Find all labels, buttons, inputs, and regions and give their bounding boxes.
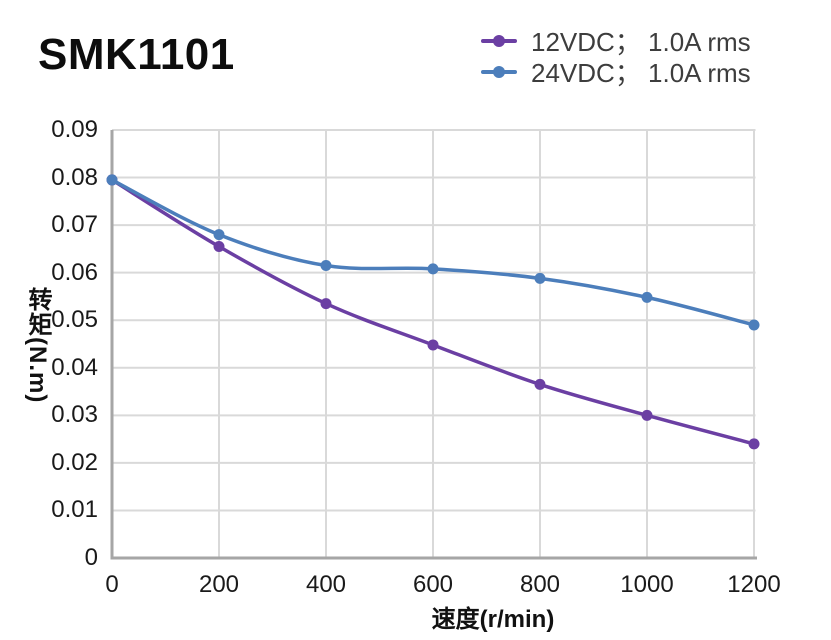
y-axis-title: 转矩(N.m): [24, 286, 51, 404]
series-marker-0: [641, 409, 653, 421]
y-tick-label: 0: [84, 544, 98, 571]
y-tick-label: 0.08: [51, 163, 98, 191]
y-tick-label: 0.06: [51, 258, 98, 286]
series-marker-1: [641, 291, 653, 303]
series-marker-0: [534, 378, 546, 390]
series-marker-1: [213, 229, 225, 241]
chart-title: SMK1101: [38, 30, 235, 79]
x-tick-label: 600: [412, 571, 454, 598]
x-tick-label: 400: [305, 571, 347, 598]
series-marker-1: [106, 174, 118, 186]
legend-label: 12VDC； 1.0A rms: [531, 27, 751, 57]
legend-item: 12VDC； 1.0A rms: [481, 25, 751, 57]
series-marker-1: [427, 263, 439, 275]
series-marker-1: [320, 260, 332, 272]
y-tick-label: 0.02: [51, 448, 98, 476]
y-tick-label: 0.07: [51, 211, 98, 239]
y-tick-label: 0.01: [51, 496, 98, 524]
series-marker-0: [748, 438, 760, 450]
x-axis-title: 速度(r/min): [431, 606, 555, 633]
y-tick-label: 0.03: [51, 401, 98, 429]
x-tick-label: 1200: [727, 571, 781, 598]
legend-label: 24VDC； 1.0A rms: [531, 58, 751, 88]
series-marker-0: [427, 339, 439, 351]
x-tick-label: 0: [105, 571, 119, 598]
series-marker-0: [320, 298, 332, 310]
y-tick-label: 0.04: [51, 353, 98, 381]
y-tick-label: 0.09: [51, 116, 98, 143]
legend: 12VDC； 1.0A rms 24VDC； 1.0A rms: [481, 25, 751, 88]
x-tick-label: 800: [519, 571, 561, 598]
legend-dot: [493, 34, 505, 47]
legend-dot: [493, 65, 505, 78]
legend-item: 24VDC； 1.0A rms: [481, 56, 751, 88]
y-tick-label: 0.05: [51, 306, 98, 334]
series-marker-1: [748, 319, 760, 331]
legend-line-marker-icon: [481, 34, 517, 48]
series-marker-0: [213, 241, 225, 253]
x-tick-label: 1000: [620, 571, 674, 598]
x-tick-label: 200: [198, 571, 240, 598]
series-marker-1: [534, 272, 546, 284]
legend-line-marker-icon: [481, 65, 517, 79]
